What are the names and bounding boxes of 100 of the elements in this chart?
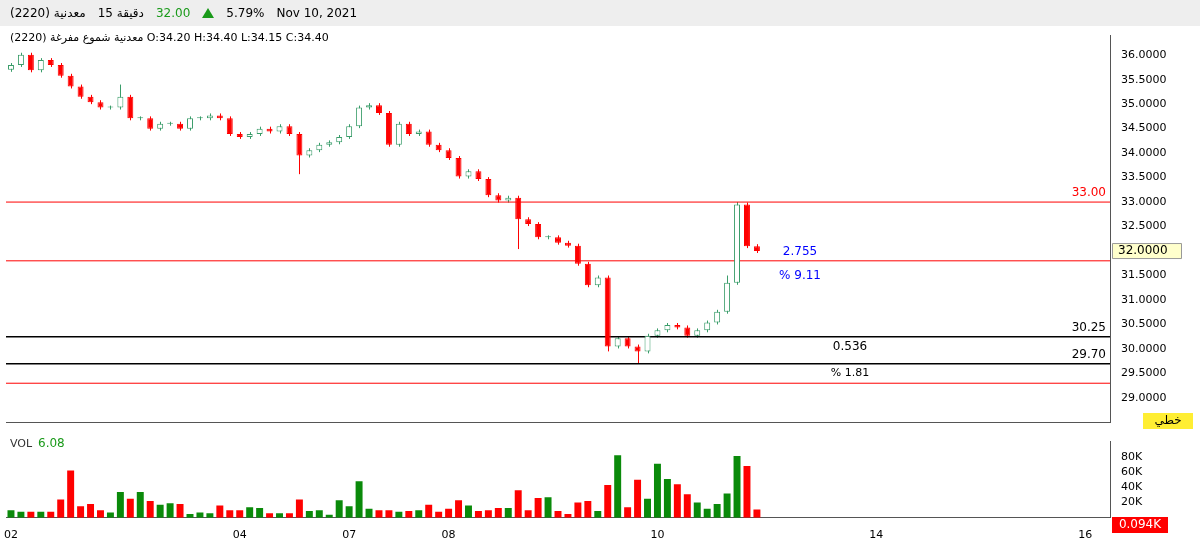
y-tick-label: 29.5000 [1121,366,1167,380]
y-tick-label: 30.5000 [1121,317,1167,331]
bar [97,510,104,518]
text: خطي [1154,413,1182,428]
bar [355,481,363,518]
chart-subtitle: معدنية شموع مفرغة (2220) O:34.20 H:34.40 L:34.15 C:34.40 [10,30,329,44]
bar [345,506,353,518]
bar [574,502,582,518]
text: Nov 10, 2021 [276,6,358,20]
ref-line-label: 29.70 [1071,346,1106,361]
bar [176,504,184,518]
text: 15 دقيقة [97,6,144,20]
text: 5.79% [226,6,265,20]
bar [753,509,761,518]
bar [544,497,552,518]
bar [256,507,264,518]
bar [683,494,691,518]
bar [106,512,114,518]
bar [723,493,731,518]
bar [196,512,204,518]
bar [166,503,174,518]
y-tick-label: 33.5000 [1121,170,1167,184]
bar [653,463,661,518]
bar [375,510,383,518]
bar [246,507,254,518]
bar [77,506,85,518]
bar [415,510,423,518]
annotation: 0.536 [832,339,868,354]
bar [315,510,323,518]
bar [504,507,512,518]
y-tick-label: 35.0000 [1121,97,1167,111]
bar [743,465,751,518]
bar [385,510,393,518]
bar [584,501,592,518]
bar [624,507,632,518]
chart-title: معدنية (2220) [10,6,86,20]
x-tick-label: 02 [3,528,18,542]
candlestick [27,52,34,73]
chart-title: VOL [10,436,33,450]
bar [614,455,622,518]
x-tick-label: 04 [232,528,247,542]
annotation: % 1.81 [830,365,870,379]
y-tick-label: 60K [1121,464,1143,478]
bar [634,479,642,518]
candlestick [296,131,303,175]
y-tick-label: 32.5000 [1121,219,1167,233]
y-tick-label: 20K [1121,495,1143,509]
y-tick-label: 29.0000 [1121,390,1167,404]
y-tick-label: 34.5000 [1121,121,1167,135]
bar [156,504,164,518]
bar [425,504,433,518]
bar [673,484,681,518]
y-tick-label: 33.0000 [1121,194,1167,208]
candlestick [226,115,233,137]
y-tick-label: 80K [1121,449,1143,463]
text: 32.00 [155,6,191,20]
bar [604,485,612,518]
text: 0.094K [1118,517,1163,532]
bar [524,510,532,518]
bar [465,505,472,518]
candlestick [127,94,134,121]
bar [484,510,492,518]
annotation: % 9.11 [779,268,821,283]
bar [514,490,522,518]
bar [57,499,65,518]
bar [67,470,75,518]
y-tick-label: 31.5000 [1121,268,1167,282]
y-tick-label: 40K [1121,480,1143,494]
bar [644,498,651,518]
candlestick [485,176,492,198]
candlestick [117,84,124,111]
bar [335,500,343,518]
y-tick-label: 30.0000 [1121,341,1167,355]
bar [733,456,741,518]
candlestick [356,105,363,129]
bar [216,505,224,518]
annotation: 6.08 [38,436,65,451]
x-tick-label: 07 [342,528,357,542]
bar [663,478,671,518]
x-tick-label: 08 [441,528,456,542]
bar [146,501,154,518]
bar [295,499,303,518]
x-tick-label: 10 [650,528,665,542]
bar [713,504,721,518]
y-tick-label: 34.0000 [1121,145,1167,159]
bar [7,510,15,518]
bar [136,491,144,518]
y-tick-label: 35.5000 [1121,72,1167,86]
candlestick [455,155,462,180]
y-tick-label: 36.0000 [1121,48,1167,62]
bar [236,510,244,518]
x-tick-label: 14 [869,528,884,542]
bar [87,504,95,518]
bar [455,500,463,518]
bar [226,510,234,518]
ref-line-label: 30.25 [1071,319,1106,334]
bar [494,507,502,518]
bar [116,491,124,518]
candlestick [395,121,402,148]
bar [534,497,542,518]
